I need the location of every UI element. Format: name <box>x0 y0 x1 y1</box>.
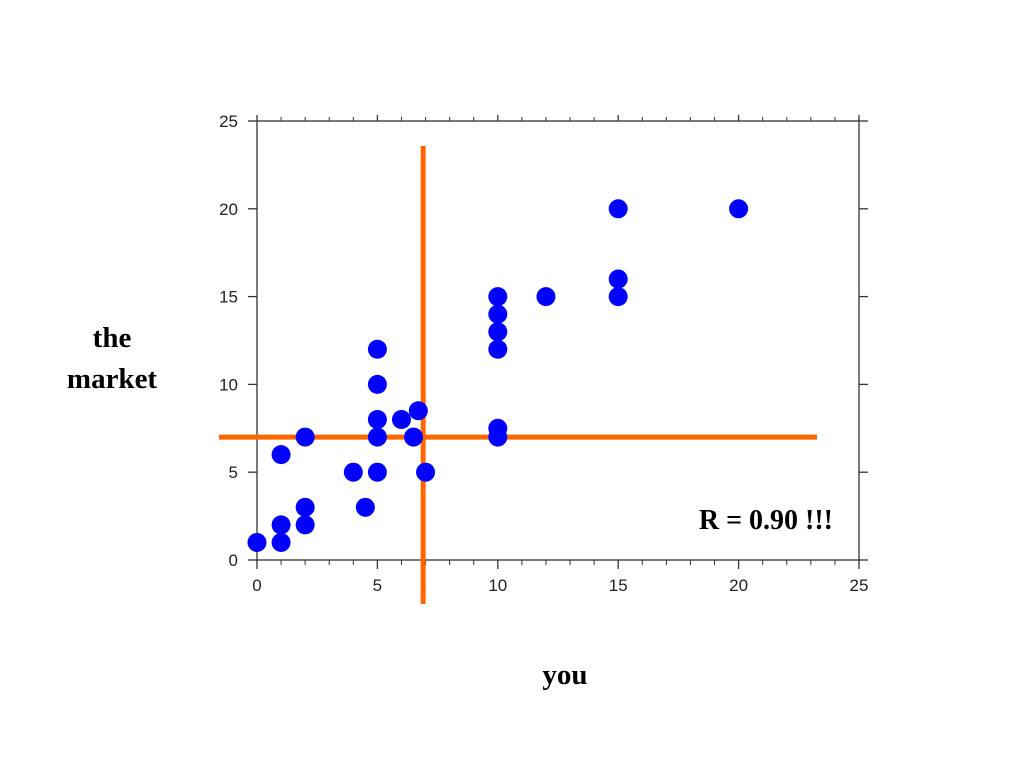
data-point <box>343 462 363 482</box>
y-tick-label: 15 <box>219 288 238 307</box>
y-tick-label: 25 <box>219 112 238 131</box>
reference-lines <box>219 146 817 604</box>
data-point <box>367 410 387 430</box>
y-tick-label: 0 <box>229 551 238 570</box>
data-point <box>367 462 387 482</box>
data-point <box>488 304 508 324</box>
data-point <box>247 532 267 552</box>
data-point <box>729 199 749 219</box>
data-point <box>391 410 411 430</box>
data-points <box>247 199 749 552</box>
data-point <box>295 427 315 447</box>
y-tick-label: 10 <box>219 375 238 394</box>
data-point <box>367 339 387 359</box>
data-point <box>608 199 628 219</box>
data-point <box>408 401 428 421</box>
data-point <box>608 287 628 307</box>
x-tick-label: 25 <box>850 576 869 595</box>
plot-border <box>256 120 860 561</box>
x-tick-label: 0 <box>252 576 261 595</box>
data-point <box>295 515 315 535</box>
x-axis-label: you <box>542 659 588 691</box>
data-point <box>488 287 508 307</box>
x-tick-label: 5 <box>373 576 382 595</box>
x-tick-label: 10 <box>488 576 507 595</box>
data-point <box>355 497 375 517</box>
axis-ticks: 0 5 10 15 20 25 0 5 10 15 20 25 <box>219 112 868 595</box>
x-tick-label: 15 <box>609 576 628 595</box>
data-point <box>271 515 291 535</box>
data-point <box>488 418 508 438</box>
data-point <box>367 427 387 447</box>
y-axis-label: the market <box>66 322 158 395</box>
data-point <box>488 322 508 342</box>
x-tick-label: 20 <box>729 576 748 595</box>
data-point <box>416 462 436 482</box>
y-tick-label: 5 <box>229 463 238 482</box>
data-point <box>536 287 556 307</box>
data-point <box>271 445 291 465</box>
data-point <box>404 427 424 447</box>
data-point <box>271 532 291 552</box>
data-point <box>367 374 387 394</box>
y-tick-label: 20 <box>219 200 238 219</box>
data-point <box>488 339 508 359</box>
plot-frame <box>256 120 860 561</box>
correlation-annotation: R = 0.90 !!! <box>699 505 833 536</box>
data-point <box>608 269 628 289</box>
data-point <box>295 497 315 517</box>
